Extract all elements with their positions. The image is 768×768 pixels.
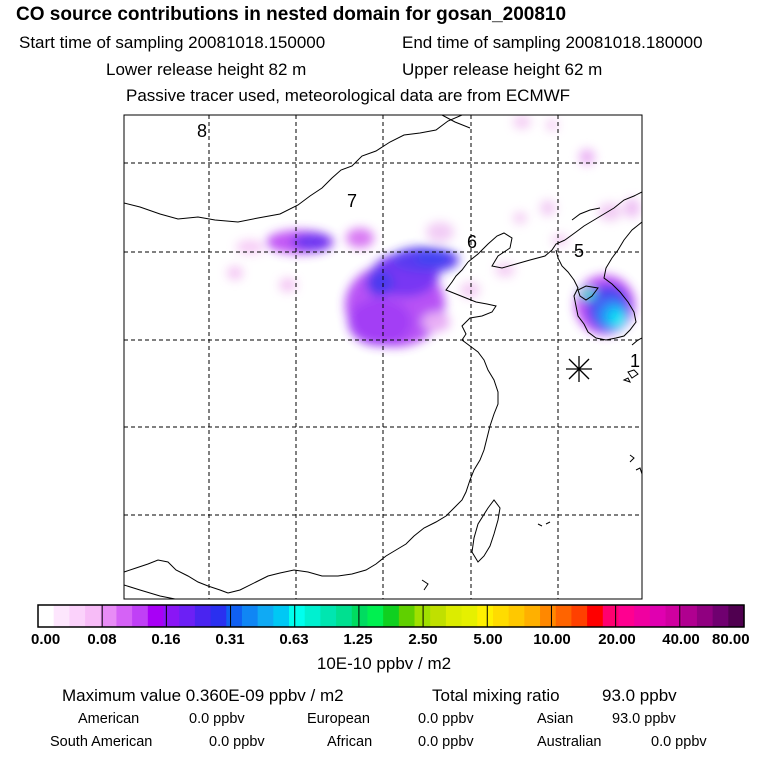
colorbar-swatch bbox=[351, 605, 369, 627]
colorbar-swatch bbox=[147, 605, 165, 627]
colorbar-swatch bbox=[712, 605, 729, 627]
colorbar-swatch bbox=[85, 605, 102, 627]
colorbar-swatch bbox=[508, 605, 525, 627]
australian-value: 0.0 ppbv bbox=[651, 734, 707, 750]
colorbar-tick: 1.25 bbox=[343, 631, 373, 648]
colorbar-swatch bbox=[681, 605, 698, 627]
coastlines bbox=[124, 115, 642, 599]
australian-label: Australian bbox=[537, 734, 602, 750]
colorbar bbox=[38, 605, 745, 627]
colorbar-unit: 10E-10 ppbv / m2 bbox=[316, 654, 452, 673]
colorbar-swatch bbox=[618, 605, 635, 627]
total-mixing-label: Total mixing ratio bbox=[432, 686, 560, 705]
colorbar-swatch bbox=[728, 605, 745, 627]
colorbar-swatch bbox=[540, 605, 557, 627]
colorbar-swatch bbox=[194, 605, 212, 627]
concentration-plume bbox=[227, 115, 640, 347]
colorbar-tick: 0.08 bbox=[87, 631, 117, 648]
colorbar-swatch bbox=[555, 605, 573, 627]
marker-8: 8 bbox=[197, 121, 207, 141]
african-label: African bbox=[327, 734, 373, 750]
colorbar-tick: 20.00 bbox=[598, 631, 636, 648]
colorbar-swatch bbox=[163, 605, 180, 627]
upper-release-label: Upper release height 62 m bbox=[402, 60, 603, 79]
colorbar-swatch bbox=[367, 605, 384, 627]
colorbar-dividers bbox=[101, 605, 681, 627]
colorbar-swatch bbox=[132, 605, 149, 627]
colorbar-swatch bbox=[241, 605, 259, 627]
colorbar-swatch bbox=[634, 605, 651, 627]
colorbar-swatch bbox=[289, 605, 306, 627]
colorbar-tick: 5.00 bbox=[473, 631, 503, 648]
map-frame bbox=[123, 114, 643, 600]
chart-title: CO source contributions in nested domain… bbox=[16, 4, 567, 25]
colorbar-swatch bbox=[649, 605, 667, 627]
colorbar-swatch bbox=[69, 605, 86, 627]
colorbar-tick: 0.31 bbox=[215, 631, 245, 648]
marker-1: 1 bbox=[630, 351, 640, 371]
colorbar-tick: 40.00 bbox=[662, 631, 700, 648]
marker-6: 6 bbox=[467, 232, 477, 252]
colorbar-swatch bbox=[445, 605, 463, 627]
start-time-label: Start time of sampling 20081018.150000 bbox=[19, 33, 326, 52]
colorbar-tick: 0.00 bbox=[31, 631, 61, 648]
colorbar-swatch bbox=[304, 605, 321, 627]
colorbar-swatch bbox=[696, 605, 714, 627]
colorbar-swatch bbox=[179, 605, 196, 627]
south-american-value: 0.0 ppbv bbox=[209, 734, 265, 750]
european-value: 0.0 ppbv bbox=[418, 711, 474, 727]
asian-value: 93.0 ppbv bbox=[612, 711, 676, 727]
colorbar-swatch bbox=[226, 605, 243, 627]
american-label: American bbox=[78, 711, 140, 727]
lower-release-label: Lower release height 82 m bbox=[106, 60, 307, 79]
south-american-label: South American bbox=[50, 734, 153, 750]
colorbar-swatch bbox=[587, 605, 604, 627]
star-receptor-icon bbox=[566, 356, 592, 382]
colorbar-tick: 0.16 bbox=[151, 631, 181, 648]
colorbar-swatch bbox=[430, 605, 447, 627]
colorbar-swatch bbox=[116, 605, 133, 627]
end-time-label: End time of sampling 20081018.180000 bbox=[402, 33, 703, 52]
colorbar-tick: 10.00 bbox=[533, 631, 571, 648]
colorbar-swatch bbox=[524, 605, 541, 627]
colorbar-swatch bbox=[273, 605, 290, 627]
colorbar-swatch bbox=[38, 605, 55, 627]
total-mixing-value: 93.0 ppbv bbox=[602, 686, 677, 705]
tracer-note: Passive tracer used, meteorological data… bbox=[126, 86, 571, 105]
colorbar-swatch bbox=[383, 605, 400, 627]
colorbar-swatch bbox=[320, 605, 337, 627]
colorbar-swatch bbox=[53, 605, 70, 627]
european-label: European bbox=[307, 711, 370, 727]
colorbar-tick: 0.63 bbox=[279, 631, 309, 648]
colorbar-swatch bbox=[602, 605, 620, 627]
marker-7: 7 bbox=[347, 191, 357, 211]
colorbar-tick: 2.50 bbox=[408, 631, 438, 648]
marker-5: 5 bbox=[574, 241, 584, 261]
colorbar-swatch bbox=[100, 605, 118, 627]
asian-label: Asian bbox=[537, 711, 574, 727]
colorbar-swatch bbox=[665, 605, 682, 627]
colorbar-swatch bbox=[461, 605, 478, 627]
colorbar-swatch bbox=[398, 605, 416, 627]
colorbar-frame bbox=[37, 604, 745, 628]
colorbar-swatch bbox=[571, 605, 588, 627]
grid-lines bbox=[124, 115, 642, 599]
colorbar-swatch bbox=[210, 605, 227, 627]
american-value: 0.0 ppbv bbox=[189, 711, 245, 727]
max-value-label: Maximum value 0.360E-09 ppbv / m2 bbox=[62, 686, 344, 705]
colorbar-tick: 80.00 bbox=[712, 631, 750, 648]
colorbar-swatch bbox=[492, 605, 510, 627]
colorbar-swatch bbox=[257, 605, 274, 627]
african-value: 0.0 ppbv bbox=[418, 734, 474, 750]
colorbar-swatch bbox=[477, 605, 494, 627]
colorbar-swatch bbox=[336, 605, 353, 627]
